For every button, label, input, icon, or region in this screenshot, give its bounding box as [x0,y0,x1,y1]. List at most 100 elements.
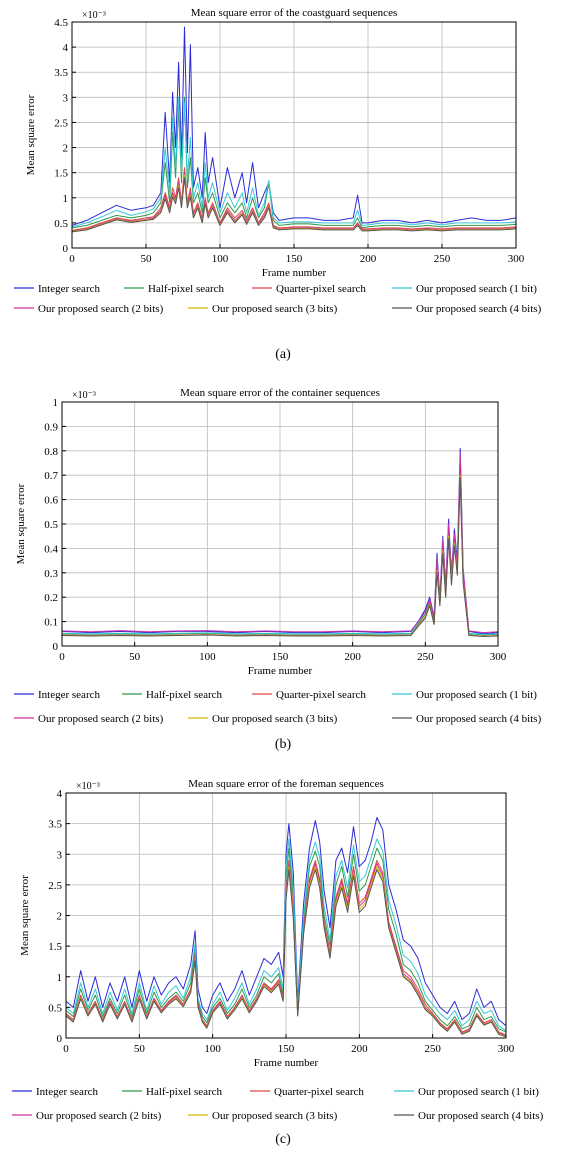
chart-title: Mean square error of the container seque… [180,387,380,399]
x-axis-label: Frame number [262,267,327,279]
x-tick-label: 0 [63,1043,69,1055]
legend-label: Half-pixel search [148,283,225,295]
y-tick-label: 0.5 [48,1002,62,1014]
x-tick-label: 250 [417,651,434,663]
chart-title: Mean square error of the coastguard sequ… [191,7,397,19]
y-axis-label: Mean square error [19,875,31,956]
legend-label: Our proposed search (2 bits) [38,713,164,725]
y-tick-label: 2.5 [54,117,68,129]
legend-label: Quarter-pixel search [276,283,366,295]
x-tick-label: 50 [134,1043,146,1055]
series-line-integer [65,817,507,1027]
legend-item-quarter: Quarter-pixel search [252,283,366,295]
legend-item-p2: Our proposed search (2 bits) [12,1110,162,1122]
y-scale-label: ×10⁻³ [76,781,100,792]
series-line-p1 [65,838,507,1032]
y-tick-label: 1 [53,397,59,409]
y-tick-label: 0.4 [44,543,58,555]
chart-panel-2: Mean square error of the container seque… [14,387,542,752]
y-tick-label: 0.6 [44,495,58,507]
x-tick-label: 300 [498,1043,515,1055]
x-tick-label: 0 [59,651,65,663]
x-tick-label: 50 [129,651,141,663]
series-line-p4 [61,477,499,637]
series-line-half [71,96,517,229]
series-line-integer [71,26,517,226]
x-tick-label: 200 [344,651,361,663]
chart-panel-1: Mean square error of the coastguard sequ… [14,7,542,362]
x-tick-label: 50 [141,253,153,265]
y-tick-label: 1.5 [54,168,68,180]
legend-label: Our proposed search (2 bits) [38,303,164,315]
legend-label: Integer search [36,1086,98,1098]
y-tick-label: 3.5 [54,67,68,79]
legend-item-p4: Our proposed search (4 bits) [392,713,542,725]
series-line-p4 [71,177,517,233]
y-tick-label: 0 [57,1033,63,1045]
y-tick-label: 0.9 [44,421,58,433]
y-tick-label: 0.1 [44,617,58,629]
x-axis-label: Frame number [248,665,313,677]
figure-caption: (a) [275,347,291,362]
y-tick-label: 3.5 [48,819,62,831]
legend-item-half: Half-pixel search [122,1086,223,1098]
legend-item-p2: Our proposed search (2 bits) [14,303,164,315]
x-tick-label: 300 [508,253,525,265]
y-scale-label: ×10⁻³ [72,390,96,401]
figure-caption: (b) [275,737,292,752]
x-tick-label: 200 [351,1043,368,1055]
legend-item-half: Half-pixel search [124,283,225,295]
y-tick-label: 2 [57,911,63,923]
series-line-quarter [71,167,517,231]
legend-item-half: Half-pixel search [122,689,223,701]
chart-panel-3: Mean square error of the foreman sequenc… [12,778,544,1147]
legend-label: Our proposed search (3 bits) [212,713,338,725]
y-axis-label: Mean square error [15,483,27,564]
legend-label: Our proposed search (4 bits) [416,303,542,315]
legend-item-quarter: Quarter-pixel search [250,1086,364,1098]
legend-label: Our proposed search (4 bits) [416,713,542,725]
legend-item-p2: Our proposed search (2 bits) [14,713,164,725]
legend-item-integer: Integer search [12,1086,98,1098]
legend-item-p3: Our proposed search (3 bits) [188,1110,338,1122]
legend-label: Our proposed search (1 bit) [416,283,537,295]
legend-item-p3: Our proposed search (3 bits) [188,713,338,725]
legend-label: Integer search [38,283,100,295]
x-tick-label: 100 [204,1043,221,1055]
legend-label: Our proposed search (3 bits) [212,1110,338,1122]
y-tick-label: 0 [63,243,69,255]
series-line-p4 [65,869,507,1038]
x-axis-label: Frame number [254,1057,319,1069]
x-tick-label: 200 [360,253,377,265]
legend-item-p4: Our proposed search (4 bits) [392,303,542,315]
legend-label: Half-pixel search [146,1086,223,1098]
legend-label: Half-pixel search [146,689,223,701]
y-tick-label: 1 [63,193,69,205]
legend-item-integer: Integer search [14,689,100,701]
y-tick-label: 1 [57,972,63,984]
legend-label: Our proposed search (1 bit) [416,689,537,701]
legend-label: Our proposed search (3 bits) [212,303,338,315]
y-tick-label: 3 [57,849,63,861]
series-line-half [65,847,507,1033]
legend-label: Our proposed search (2 bits) [36,1110,162,1122]
y-tick-label: 4.5 [54,17,68,29]
y-tick-label: 0.5 [54,218,68,230]
y-axis-label: Mean square error [25,94,37,175]
y-tick-label: 0.3 [44,568,58,580]
legend-label: Integer search [38,689,100,701]
legend-item-integer: Integer search [14,283,100,295]
y-tick-label: 0.5 [44,519,58,531]
legend-label: Quarter-pixel search [276,689,366,701]
y-tick-label: 0.2 [44,592,58,604]
chart-title: Mean square error of the foreman sequenc… [188,778,383,790]
x-tick-label: 150 [286,253,303,265]
y-tick-label: 2 [63,143,69,155]
x-tick-label: 150 [278,1043,295,1055]
y-tick-label: 1.5 [48,941,62,953]
x-tick-label: 250 [424,1043,441,1055]
x-tick-label: 100 [199,651,216,663]
x-tick-label: 0 [69,253,75,265]
series-line-p1 [71,96,517,228]
